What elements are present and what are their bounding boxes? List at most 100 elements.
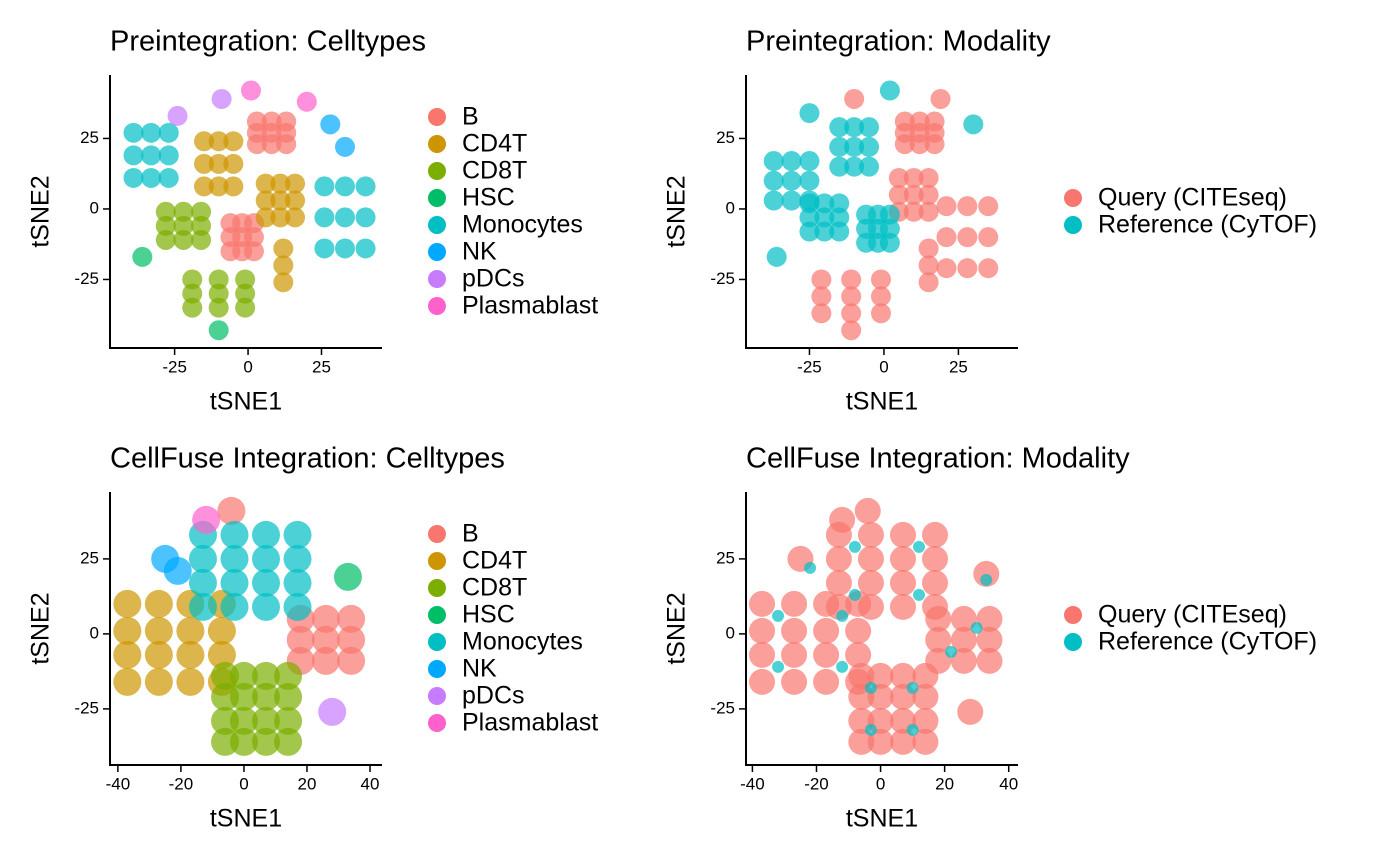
legend: Query (CITEseq)Reference (CyTOF) <box>1064 184 1317 239</box>
data-point <box>235 269 256 290</box>
y-tick-label: 25 <box>716 128 735 147</box>
data-point <box>906 723 919 736</box>
data-point <box>311 646 340 675</box>
legend-swatch <box>1064 216 1082 234</box>
data-point <box>229 682 258 711</box>
legend-label: Query (CITEseq) <box>1098 184 1287 212</box>
data-point <box>867 662 894 689</box>
data-point <box>811 269 832 290</box>
data-point <box>182 269 203 290</box>
data-point <box>978 258 999 279</box>
data-point <box>829 156 850 177</box>
data-point <box>859 156 880 177</box>
data-point <box>188 544 217 573</box>
data-point <box>229 727 258 756</box>
data-point <box>844 117 865 138</box>
panel: CellFuse Integration: Modality tSNE1 tSNE2… <box>663 443 1317 833</box>
data-point <box>906 681 919 694</box>
legend-swatch <box>1064 633 1082 651</box>
legend-swatch <box>428 216 446 234</box>
data-point <box>255 190 276 211</box>
data-point <box>970 621 983 634</box>
legend-label: B <box>462 103 479 131</box>
data-point <box>814 207 835 228</box>
data-point <box>158 167 179 188</box>
data-point <box>859 136 880 157</box>
x-tick-label: 40 <box>361 774 380 793</box>
panel-title: CellFuse Integration: Celltypes <box>110 443 505 475</box>
data-point <box>334 176 355 197</box>
data-point <box>925 647 952 674</box>
data-point <box>173 215 194 236</box>
data-point <box>283 544 312 573</box>
data-point <box>781 151 802 172</box>
data-point <box>763 190 784 211</box>
legend-label: pDCs <box>462 682 525 710</box>
legend: Query (CITEseq)Reference (CyTOF) <box>1064 601 1317 656</box>
data-point <box>766 246 787 267</box>
data-point <box>829 193 850 214</box>
data-point <box>781 641 808 668</box>
data-point <box>273 272 294 293</box>
data-point <box>841 303 862 324</box>
legend-swatch <box>428 108 446 126</box>
y-tick-label: -25 <box>74 269 99 288</box>
x-axis-label: tSNE1 <box>846 805 918 833</box>
data-point <box>912 728 939 755</box>
data-point <box>314 238 335 259</box>
data-point <box>276 111 297 132</box>
data-point <box>220 520 249 549</box>
legend-swatch <box>428 552 446 570</box>
data-point <box>848 540 861 553</box>
legend-label: Reference (CyTOF) <box>1098 211 1317 239</box>
y-tick-label: -25 <box>710 698 735 717</box>
data-point <box>749 617 776 644</box>
y-tick-label: -25 <box>74 698 99 717</box>
data-point <box>980 573 993 586</box>
legend-label: Monocytes <box>462 211 583 239</box>
legend-label: B <box>462 520 479 548</box>
panel-title: Preintegration: Celltypes <box>110 26 426 58</box>
legend-swatch <box>428 189 446 207</box>
data-point <box>220 568 249 597</box>
data-point <box>857 569 884 596</box>
data-point <box>283 568 312 597</box>
x-tick-label: 0 <box>239 774 248 793</box>
data-point <box>252 727 281 756</box>
data-point <box>223 131 244 152</box>
data-point <box>252 592 281 621</box>
data-point <box>918 238 939 259</box>
data-point <box>252 544 281 573</box>
data-point <box>144 589 173 618</box>
data-point <box>799 193 820 214</box>
data-point <box>936 196 957 217</box>
data-point <box>163 556 192 585</box>
data-point <box>320 114 341 135</box>
panel-title: CellFuse Integration: Modality <box>746 443 1130 475</box>
legend-swatch <box>1064 606 1082 624</box>
data-point <box>976 647 1003 674</box>
data-point <box>918 272 939 293</box>
data-point <box>957 227 978 248</box>
legend-swatch <box>428 243 446 261</box>
data-point <box>889 521 916 548</box>
legend-label: Plasmablast <box>462 709 598 737</box>
y-tick-label: -25 <box>710 269 735 288</box>
data-point <box>176 640 205 669</box>
data-point <box>334 136 355 157</box>
data-point <box>191 229 212 250</box>
legend-swatch <box>1064 189 1082 207</box>
data-point <box>813 641 840 668</box>
legend-label: HSC <box>462 184 515 212</box>
data-point <box>334 238 355 259</box>
data-point <box>957 258 978 279</box>
points <box>763 80 999 341</box>
data-point <box>976 605 1003 632</box>
data-point <box>870 286 891 307</box>
data-point <box>813 590 840 617</box>
data-point <box>894 111 915 132</box>
data-point <box>255 207 276 228</box>
data-point <box>813 617 840 644</box>
data-point <box>167 105 188 126</box>
legend-label: pDCs <box>462 265 525 293</box>
